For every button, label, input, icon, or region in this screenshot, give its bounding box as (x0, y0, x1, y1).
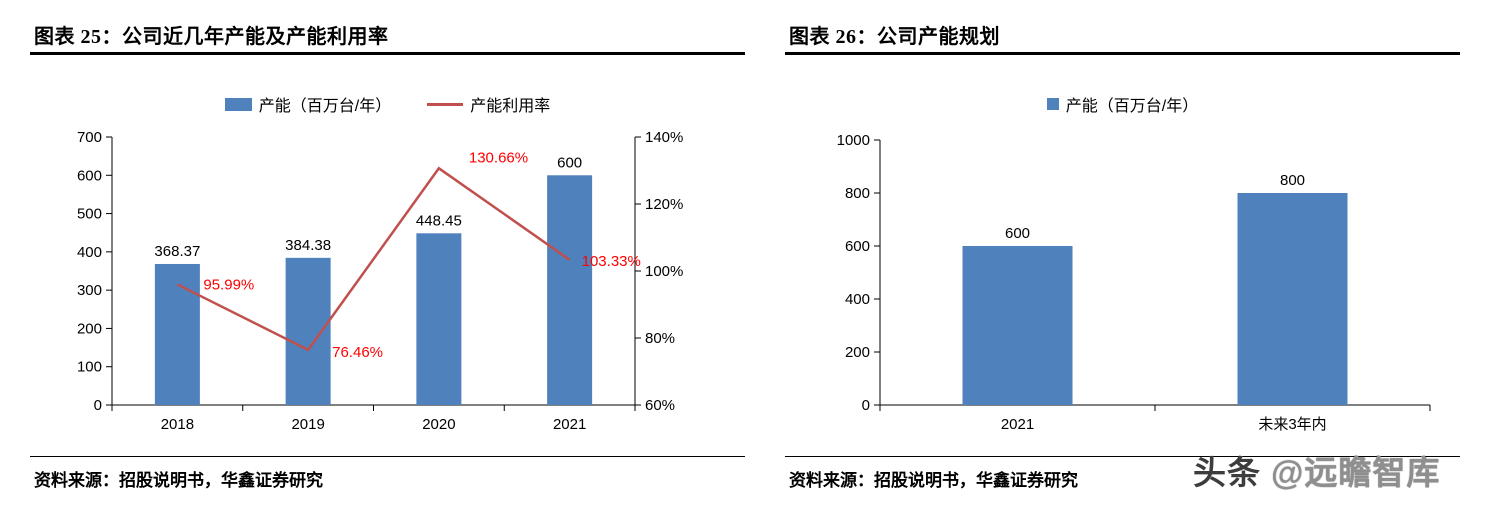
chart26-canvas: 0 200 400 600 800 1000 2021 未来3年内 600 800 (837, 132, 1431, 433)
bar-value-label: 368.37 (154, 243, 200, 260)
bar-value-label: 384.38 (285, 237, 331, 254)
bar (416, 233, 462, 405)
legend-bar-swatch-icon (224, 97, 252, 111)
left-axis-tick-label: 600 (77, 167, 102, 184)
chart26-panel: 图表 26：公司产能规划 产能（百万台/年） 0 200 400 600 800 1000… (785, 0, 1460, 508)
right-axis-tick-label: 80% (645, 330, 675, 347)
watermark: 头条 @远瞻智库 (1193, 446, 1440, 494)
left-axis-tick-label: 0 (862, 397, 870, 414)
legend-bar-swatch-icon (1046, 98, 1059, 110)
chart26-title-rule (785, 52, 1460, 55)
bar (154, 263, 200, 405)
bar-value-label: 600 (1005, 225, 1030, 242)
chart25-title-rule (30, 52, 745, 55)
right-axis-tick-label: 140% (645, 129, 683, 146)
right-axis-tick-label: 100% (645, 263, 683, 280)
chart25-canvas: 0 100 200 300 400 500 600 700 60% 80% 100% 120% 140%… (77, 129, 683, 433)
legend-label: 产能（百万台/年） (258, 98, 392, 115)
chart25-legend: 产能（百万台/年） 产能利用率 (30, 92, 745, 116)
line-value-label: 95.99% (203, 276, 254, 293)
watermark-handle: @远瞻智库 (1271, 454, 1441, 491)
left-axis-tick-label: 1000 (837, 132, 870, 149)
line-value-label: 130.66% (469, 149, 528, 166)
bar (547, 175, 593, 405)
x-category-label: 2018 (161, 416, 194, 433)
left-axis-tick-label: 400 (845, 291, 870, 308)
watermark-brand: 头条 (1193, 454, 1272, 491)
right-axis-tick-label: 120% (645, 196, 683, 213)
left-axis-tick-label: 800 (845, 185, 870, 202)
left-axis-tick-label: 200 (845, 344, 870, 361)
legend-item: 产能（百万台/年） (1046, 92, 1199, 116)
x-category-label: 2020 (422, 416, 455, 433)
right-axis-tick-label: 60% (645, 397, 675, 414)
legend-item: 产能（百万台/年） (224, 92, 392, 116)
bar-value-label: 800 (1280, 172, 1305, 189)
bar-value-label: 448.45 (416, 212, 462, 229)
line-series (176, 166, 571, 352)
left-axis-tick-label: 200 (77, 320, 102, 337)
chart25-source: 资料来源：招股说明书，华鑫证券研究 (34, 471, 323, 490)
bar (1237, 193, 1348, 405)
legend-item: 产能利用率 (427, 92, 550, 116)
legend-label: 产能（百万台/年） (1065, 98, 1199, 115)
x-category-label: 2021 (1001, 416, 1034, 433)
chart26-bottom-rule (785, 456, 1460, 457)
chart25-panel: 图表 25：公司近几年产能及产能利用率 产能（百万台/年） 产能利用率 0 100 2… (30, 0, 745, 508)
left-axis-tick-label: 0 (94, 397, 102, 414)
left-axis-tick-label: 100 (77, 359, 102, 376)
left-axis-tick-label: 700 (77, 129, 102, 146)
left-axis-tick-label: 400 (77, 244, 102, 261)
line-value-label: 103.33% (582, 253, 641, 270)
left-axis-tick-label: 600 (845, 238, 870, 255)
left-axis-tick-label: 300 (77, 282, 102, 299)
x-category-label: 2021 (553, 416, 586, 433)
bar (962, 246, 1073, 405)
chart26-legend: 产能（百万台/年） (785, 92, 1460, 116)
bar (285, 257, 331, 405)
chart25-bottom-rule (30, 456, 745, 457)
line-value-label: 76.46% (332, 344, 383, 361)
chart25-title: 图表 25：公司近几年产能及产能利用率 (34, 26, 389, 48)
legend-label: 产能利用率 (470, 98, 551, 115)
chart26-title: 图表 26：公司产能规划 (789, 26, 1000, 48)
chart26-source: 资料来源：招股说明书，华鑫证券研究 (789, 471, 1078, 490)
x-category-label: 未来3年内 (1258, 416, 1326, 433)
bar-value-label: 600 (557, 154, 582, 171)
x-category-label: 2019 (291, 416, 324, 433)
left-axis-tick-label: 500 (77, 206, 102, 223)
legend-line-swatch-icon (427, 102, 464, 106)
